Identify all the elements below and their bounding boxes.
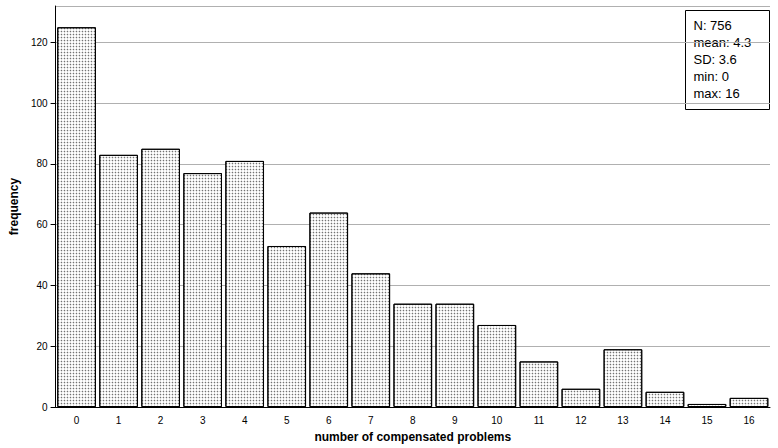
svg-text:min: 0: min: 0 bbox=[694, 69, 729, 84]
svg-text:number of compensated problems: number of compensated problems bbox=[314, 430, 511, 444]
svg-text:9: 9 bbox=[452, 415, 458, 426]
svg-text:10: 10 bbox=[491, 415, 503, 426]
svg-text:80: 80 bbox=[36, 158, 48, 169]
svg-text:SD: 3.6: SD: 3.6 bbox=[694, 52, 737, 67]
svg-text:3: 3 bbox=[200, 415, 206, 426]
svg-text:2: 2 bbox=[158, 415, 164, 426]
svg-text:1: 1 bbox=[116, 415, 122, 426]
svg-text:mean: 4.3: mean: 4.3 bbox=[693, 34, 752, 50]
svg-text:120: 120 bbox=[31, 37, 48, 48]
svg-text:6: 6 bbox=[326, 415, 332, 426]
svg-text:max: 16: max: 16 bbox=[694, 86, 740, 101]
svg-text:100: 100 bbox=[31, 98, 48, 109]
svg-text:8: 8 bbox=[410, 415, 416, 426]
svg-text:N: 756: N: 756 bbox=[694, 18, 732, 33]
svg-text:0: 0 bbox=[42, 402, 48, 413]
svg-text:7: 7 bbox=[368, 415, 374, 426]
svg-text:frequency: frequency bbox=[7, 178, 21, 236]
svg-text:13: 13 bbox=[617, 415, 629, 426]
svg-text:60: 60 bbox=[36, 219, 48, 230]
svg-text:0: 0 bbox=[74, 415, 80, 426]
svg-text:5: 5 bbox=[284, 415, 290, 426]
svg-text:4: 4 bbox=[242, 415, 248, 426]
svg-text:14: 14 bbox=[659, 415, 671, 426]
svg-text:40: 40 bbox=[36, 280, 48, 291]
svg-text:16: 16 bbox=[743, 415, 755, 426]
svg-text:20: 20 bbox=[36, 341, 48, 352]
svg-text:15: 15 bbox=[701, 415, 713, 426]
svg-text:12: 12 bbox=[575, 415, 587, 426]
svg-text:11: 11 bbox=[534, 415, 545, 426]
